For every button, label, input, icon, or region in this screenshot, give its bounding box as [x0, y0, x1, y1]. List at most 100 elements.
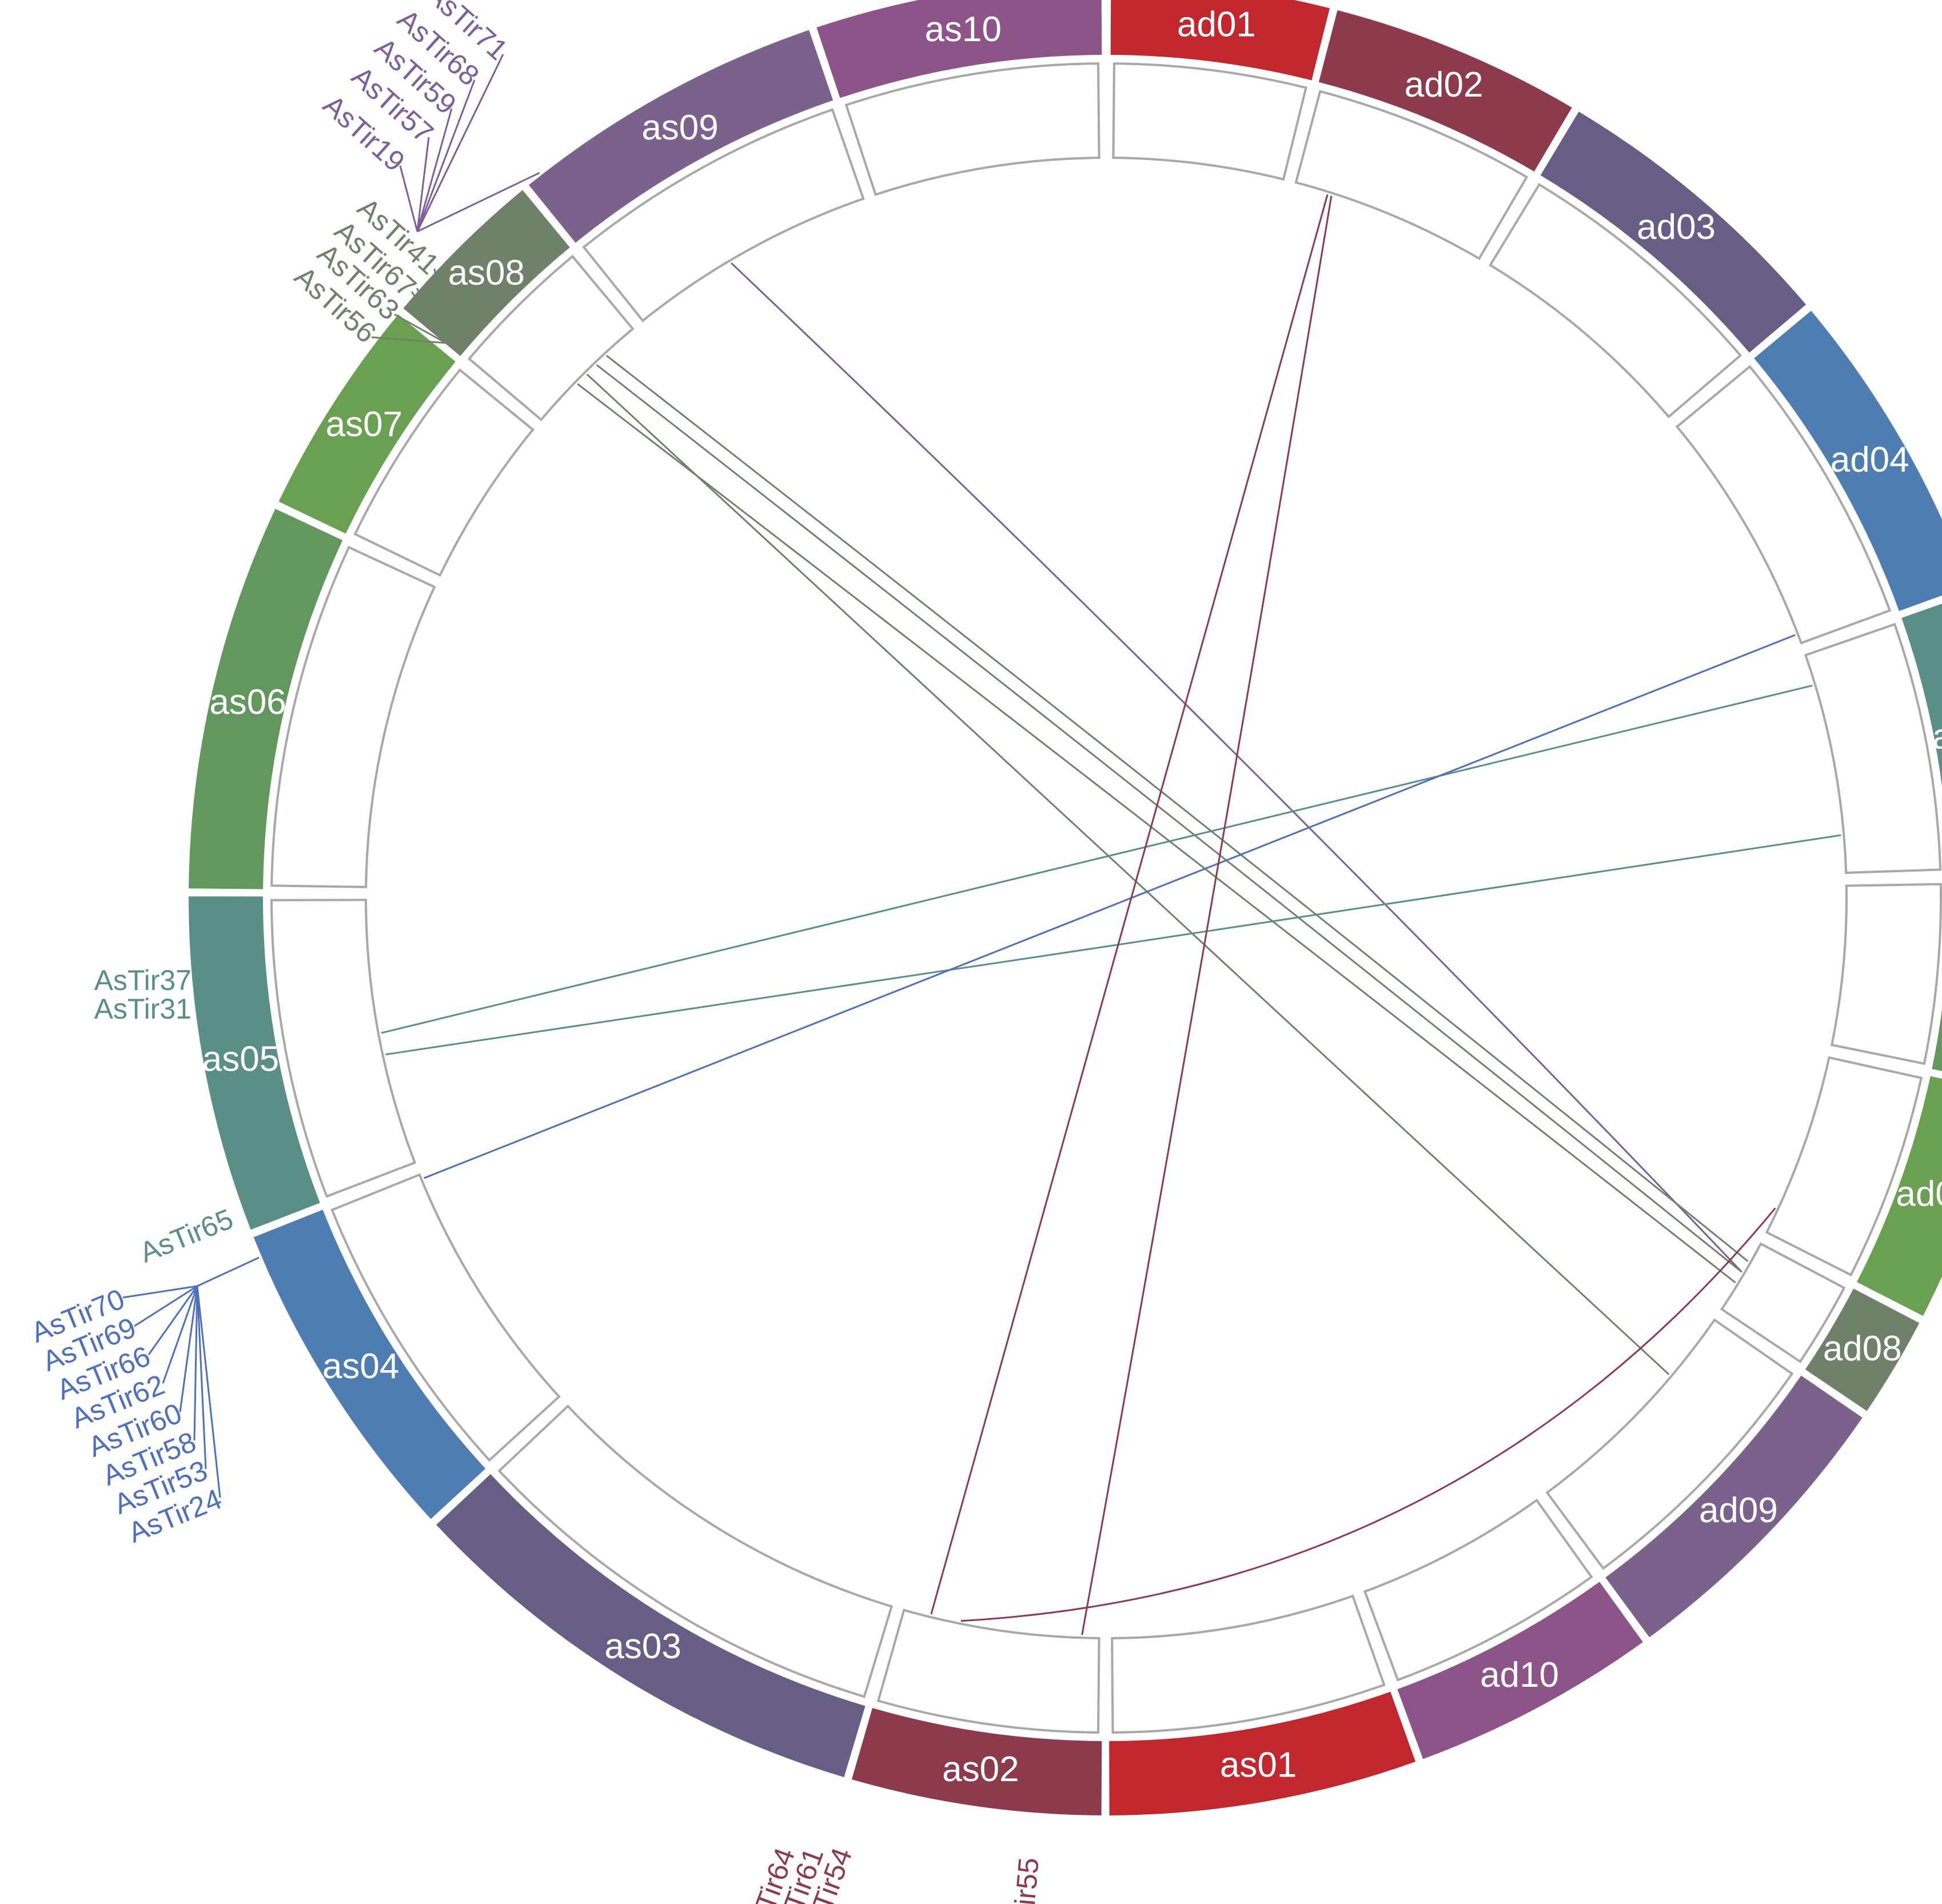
- track-ad02: [1294, 90, 1529, 261]
- segment-as04: [253, 1210, 486, 1519]
- segment-ad06: [1932, 1009, 1942, 1071]
- track-ad01: [1112, 62, 1307, 181]
- gene-connector: [196, 1286, 221, 1498]
- link-as08-ad08: [606, 355, 1749, 1262]
- gene-connector: [416, 54, 504, 232]
- segment-label-as06: as06: [209, 682, 286, 722]
- gene-group-as04: AsTir70AsTir69AsTir66AsTir62AsTir60AsTir…: [26, 1256, 260, 1549]
- gene-group-as02: AsTir55: [1004, 1857, 1045, 1904]
- segment-label-ad08: ad08: [1823, 1329, 1902, 1368]
- gene-connector: [394, 313, 446, 344]
- segment-as06: [189, 509, 343, 889]
- track-as10: [844, 62, 1100, 196]
- segment-as07: [278, 314, 456, 534]
- gene-connector: [134, 1285, 198, 1327]
- segment-as09: [528, 30, 834, 243]
- gene-connector: [122, 1285, 198, 1299]
- gene-labels: AsTir71AsTir68AsTir59AsTir57AsTir19AsTir…: [26, 0, 1044, 1904]
- gene-connector: [196, 1286, 207, 1470]
- link-as05-ad05: [385, 834, 1841, 1056]
- gene-connector: [193, 1286, 198, 1441]
- segment-label-as09: as09: [641, 108, 718, 147]
- gene-label-AsTir37: AsTir37: [94, 964, 192, 996]
- track-ad06: [1830, 883, 1942, 1065]
- track-as07: [353, 368, 535, 577]
- link-as02-ad07: [960, 1207, 1776, 1622]
- segment-ad04: [1754, 310, 1942, 611]
- synteny-links: [381, 194, 1841, 1635]
- segment-as05: [189, 896, 320, 1230]
- segment-label-as03: as03: [604, 1627, 681, 1666]
- segment-ad02: [1318, 10, 1572, 172]
- segment-as10: [816, 0, 1102, 98]
- gene-connector: [417, 171, 540, 233]
- track-as02: [876, 1608, 1100, 1734]
- gene-connector: [147, 1286, 198, 1355]
- segment-ad10: [1397, 1582, 1643, 1759]
- segment-label-as02: as02: [942, 1750, 1019, 1789]
- segment-label-ad07: ad07: [1896, 1174, 1942, 1214]
- segment-label-ad03: ad03: [1637, 207, 1716, 247]
- link-as08-ad09: [586, 373, 1670, 1375]
- track-ad10: [1363, 1498, 1593, 1682]
- gene-connector: [416, 137, 430, 232]
- gene-connector: [416, 79, 476, 232]
- segment-as03: [436, 1474, 866, 1778]
- track-as08: [467, 254, 635, 422]
- segment-as01: [1109, 1691, 1416, 1815]
- link-as02-ad02: [1081, 195, 1333, 1635]
- link-as09-ad08: [731, 262, 1742, 1273]
- segment-label-as04: as04: [322, 1347, 399, 1386]
- gene-connector: [399, 165, 418, 232]
- track-as05: [270, 899, 417, 1198]
- segment-label-as08: as08: [448, 253, 525, 293]
- segment-as08: [403, 190, 570, 356]
- segment-label-ad02: ad02: [1405, 65, 1484, 105]
- gene-connector: [179, 1286, 198, 1412]
- segment-label-ad04: ad04: [1831, 440, 1909, 480]
- track-ad07: [1765, 1056, 1923, 1277]
- segment-label-ad05: ad05: [1932, 717, 1942, 757]
- segment-ad01: [1110, 0, 1330, 81]
- segment-label-as05: as05: [202, 1039, 279, 1079]
- segment-as02: [851, 1708, 1102, 1815]
- segment-label-ad09: ad09: [1699, 1491, 1778, 1530]
- track-ad03: [1489, 183, 1742, 418]
- segment-label-as01: as01: [1220, 1745, 1297, 1785]
- gene-connector: [162, 1286, 198, 1384]
- track-as06: [270, 545, 436, 888]
- gene-connector: [410, 291, 447, 344]
- track-ad08: [1720, 1242, 1846, 1363]
- track-ad05: [1804, 622, 1942, 874]
- track-ad09: [1545, 1318, 1794, 1570]
- gene-connector: [416, 108, 453, 232]
- track-as03: [497, 1404, 894, 1698]
- gene-connector: [416, 288, 447, 344]
- gene-group-as05: AsTir65: [135, 1203, 237, 1269]
- gene-label-AsTir65: AsTir65: [135, 1203, 237, 1269]
- segment-label-ad10: ad10: [1480, 1655, 1559, 1695]
- link-as05-ad05: [381, 684, 1813, 1034]
- track-as01: [1111, 1594, 1386, 1734]
- track-as04: [330, 1173, 561, 1462]
- gene-connector: [371, 336, 446, 344]
- link-as02-ad02: [930, 194, 1329, 1615]
- link-as08-ad08: [577, 383, 1736, 1284]
- segment-label-as10: as10: [925, 10, 1002, 49]
- segment-ad08: [1805, 1288, 1920, 1411]
- segment-ad03: [1540, 111, 1807, 353]
- segment-ad09: [1605, 1375, 1863, 1638]
- link-as08-ad08: [596, 364, 1742, 1273]
- link-as04-ad04: [424, 634, 1796, 1179]
- inner-track-ring: [270, 62, 1942, 1734]
- gene-label-AsTir31: AsTir31: [94, 993, 192, 1025]
- segment-ad07: [1857, 1076, 1942, 1316]
- track-as09: [582, 108, 865, 322]
- gene-connector: [197, 1256, 260, 1287]
- segment-label-ad01: ad01: [1177, 5, 1256, 45]
